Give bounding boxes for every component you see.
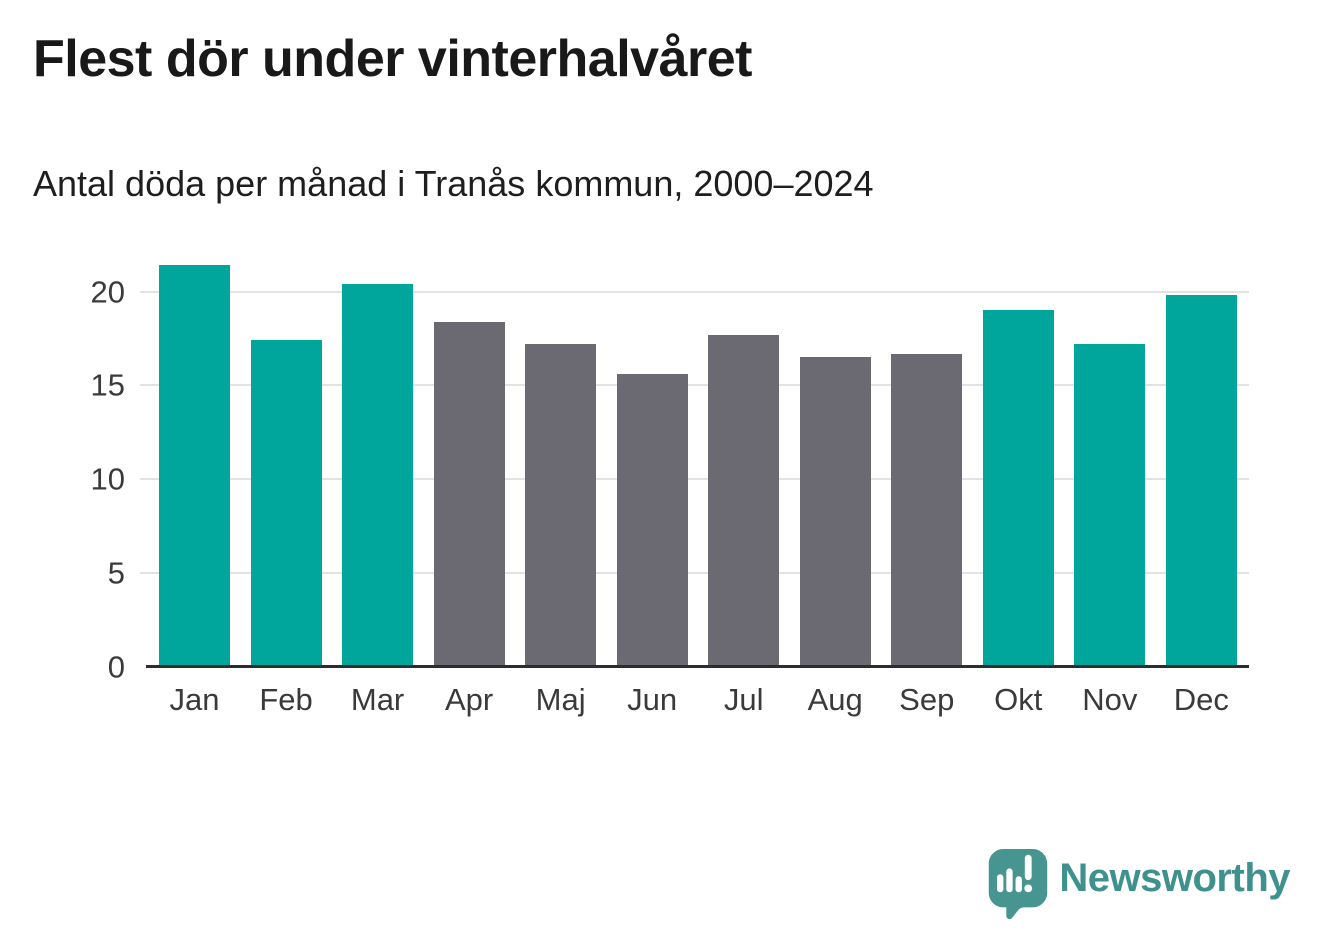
gridline-15 xyxy=(140,384,1249,387)
bars-container: Jan Feb Mar Apr Maj Jun Jul Aug Sep Okt Nov Dec xyxy=(146,254,1249,715)
bar-jul xyxy=(708,334,780,667)
bar-feb xyxy=(250,340,322,667)
bar-group-feb: Feb xyxy=(250,254,322,715)
bar-jan xyxy=(159,265,230,667)
x-axis-label-jun: Jun xyxy=(627,682,678,717)
logo-barchart-glyph xyxy=(997,854,1033,893)
x-axis-label-sep: Sep xyxy=(899,682,955,717)
x-axis-label-nov: Nov xyxy=(1082,682,1138,717)
y-axis-tick-label-10: 10 xyxy=(90,461,125,497)
y-axis-tick-label-15: 15 xyxy=(90,367,125,403)
gridline-10 xyxy=(140,478,1249,481)
bar-maj xyxy=(525,344,597,667)
x-axis-label-jul: Jul xyxy=(723,682,764,717)
bar-jun xyxy=(616,374,688,667)
x-axis-label-okt: Okt xyxy=(994,682,1043,717)
bar-okt xyxy=(982,310,1054,667)
y-axis-tick-label-5: 5 xyxy=(107,555,125,591)
logo-exclamation-bar xyxy=(1025,854,1033,881)
bar-group-dec: Dec xyxy=(1165,254,1237,715)
chart-subtitle: Antal döda per månad i Tranås kommun, 20… xyxy=(33,163,874,204)
x-axis-label-jan: Jan xyxy=(169,682,220,717)
bar-group-jan: Jan xyxy=(159,254,230,715)
bar-chart-plot: 0 5 10 15 20 Jan Feb Mar Apr Maj Jun Jul Aug Sep Okt N… xyxy=(91,254,1249,715)
bar-mar xyxy=(342,284,414,667)
x-axis-label-mar: Mar xyxy=(350,682,405,717)
bar-group-apr: Apr xyxy=(433,254,505,715)
newsworthy-logo: Newsworthy xyxy=(986,847,1290,923)
bar-group-aug: Aug xyxy=(799,254,871,715)
y-axis-tick-label-0: 0 xyxy=(107,649,125,685)
bar-group-okt: Okt xyxy=(982,254,1054,715)
x-axis-label-aug: Aug xyxy=(807,682,863,717)
bar-group-sep: Sep xyxy=(891,254,963,715)
bar-group-jun: Jun xyxy=(616,254,688,715)
chart-title: Flest dör under vinterhalvåret xyxy=(33,30,752,88)
x-axis-label-apr: Apr xyxy=(444,682,494,717)
newsworthy-logo-text: Newsworthy xyxy=(1059,856,1290,900)
bar-dec xyxy=(1165,295,1237,667)
newsworthy-logo-icon xyxy=(989,848,1048,920)
bar-nov xyxy=(1074,344,1146,667)
x-axis-line xyxy=(146,665,1249,668)
bar-aug xyxy=(799,357,871,667)
x-axis-label-maj: Maj xyxy=(535,682,586,717)
bar-group-maj: Maj xyxy=(525,254,597,715)
bar-group-mar: Mar xyxy=(342,254,414,715)
bar-apr xyxy=(433,321,505,667)
bar-group-nov: Nov xyxy=(1074,254,1146,715)
x-axis-label-dec: Dec xyxy=(1173,682,1229,717)
gridline-20 xyxy=(140,290,1249,293)
y-axis-tick-label-20: 20 xyxy=(90,274,125,310)
gridline-5 xyxy=(140,572,1249,575)
bar-sep xyxy=(891,353,963,667)
logo-exclamation-dot xyxy=(1024,884,1033,893)
bar-group-jul: Jul xyxy=(708,254,780,715)
x-axis-label-feb: Feb xyxy=(259,682,313,717)
